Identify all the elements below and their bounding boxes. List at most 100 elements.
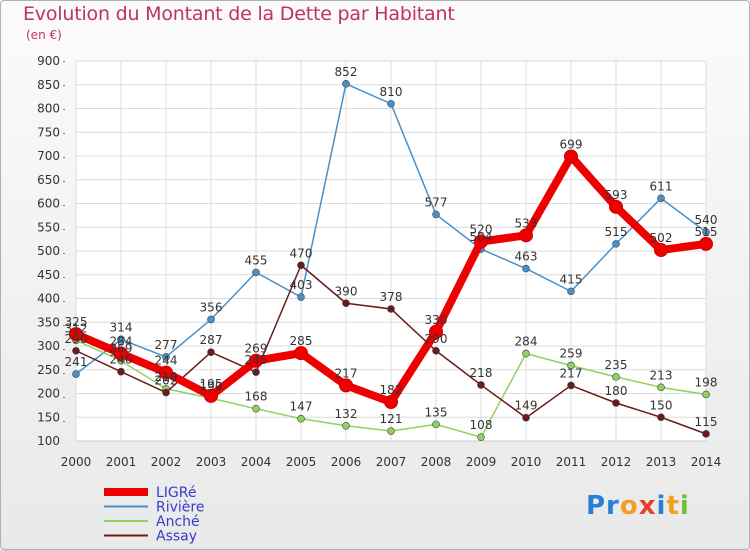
data-point: [297, 293, 305, 301]
data-label: 415: [560, 272, 583, 286]
data-label: 244: [155, 354, 178, 368]
data-label: 520: [470, 223, 493, 237]
data-label: 540: [695, 213, 718, 227]
data-point: [657, 413, 665, 422]
series-0: [69, 149, 713, 410]
data-point: [702, 228, 710, 236]
y-tick-label: 850: [37, 78, 60, 92]
x-tick-label: 2001: [106, 455, 137, 469]
y-tick-label: 250: [37, 363, 60, 377]
data-label: 502: [650, 231, 673, 245]
y-tick-label: 500: [37, 244, 60, 258]
data-point: [339, 378, 353, 393]
data-label: 150: [650, 398, 673, 412]
y-tick-label: 650: [37, 173, 60, 187]
series-1: [72, 80, 710, 378]
data-point: [474, 234, 488, 249]
data-point: [162, 388, 170, 397]
chart-title: Evolution du Montant de la Dette par Hab…: [23, 3, 455, 25]
y-tick-label: 400: [37, 292, 60, 306]
data-point: [519, 228, 533, 243]
data-label: 852: [335, 65, 358, 79]
data-point: [297, 261, 305, 270]
data-point: [72, 370, 80, 378]
data-point: [387, 427, 395, 435]
x-tick-label: 2000: [61, 455, 92, 469]
data-label: 259: [560, 346, 583, 360]
data-point: [207, 348, 215, 356]
data-point: [117, 335, 125, 344]
data-point: [72, 346, 80, 355]
data-point: [297, 414, 305, 423]
y-tick-label: 350: [37, 315, 60, 329]
data-label: 611: [650, 179, 673, 193]
data-point: [387, 305, 395, 313]
y-tick-label: 750: [37, 125, 60, 139]
x-tick-label: 2012: [601, 455, 632, 469]
data-label: 330: [425, 313, 448, 327]
data-label: 198: [695, 375, 718, 389]
data-point: [657, 194, 665, 203]
data-point: [252, 368, 260, 376]
data-label: 147: [290, 400, 313, 414]
data-label: 210: [155, 370, 178, 384]
data-point: [432, 210, 440, 219]
y-tick-label: 900: [37, 54, 60, 68]
data-label: 202: [155, 374, 178, 388]
data-label: 245: [245, 353, 268, 367]
data-label: 190: [200, 379, 223, 393]
x-tick-label: 2003: [196, 455, 227, 469]
data-label: 246: [110, 353, 133, 367]
legend-label: Anché: [156, 514, 200, 530]
data-point: [294, 346, 308, 361]
data-point: [567, 287, 575, 296]
data-label: 290: [425, 332, 448, 346]
brand-logo-part-2: o: [619, 491, 639, 521]
data-point: [117, 367, 125, 376]
data-label: 180: [605, 384, 628, 398]
legend-label: LIGRé: [156, 485, 197, 501]
y-tick-label: 800: [37, 102, 60, 116]
data-point: [612, 240, 620, 248]
data-point: [612, 399, 620, 407]
brand-logo-part-3: x: [638, 491, 657, 521]
y-tick-label: 700: [37, 149, 60, 163]
data-label: 269: [110, 342, 133, 356]
data-point: [204, 388, 218, 403]
data-label: 314: [110, 320, 133, 334]
y-tick-label: 100: [37, 434, 60, 448]
legend-label: Rivière: [156, 500, 204, 516]
brand-logo-part-1: Pr: [586, 491, 620, 521]
data-point: [567, 361, 575, 370]
y-tick-label: 550: [37, 220, 60, 234]
data-label: 135: [425, 405, 448, 419]
data-point: [567, 381, 575, 390]
data-point: [342, 80, 350, 88]
x-tick-label: 2014: [691, 455, 722, 469]
brand-logo-part-6: i: [679, 491, 690, 521]
data-label: 284: [110, 335, 133, 349]
legend-label: Assay: [156, 529, 197, 545]
x-tick-label: 2008: [421, 455, 452, 469]
data-label: 403: [290, 278, 313, 292]
x-tick-label: 2009: [466, 455, 497, 469]
data-label: 115: [695, 415, 718, 429]
data-point: [207, 315, 215, 324]
data-label: 277: [155, 338, 178, 352]
data-label: 577: [425, 195, 448, 209]
data-point: [702, 390, 710, 399]
data-label: 108: [470, 418, 493, 432]
y-tick-label: 300: [37, 339, 60, 353]
data-label: 593: [605, 188, 628, 202]
data-point: [252, 268, 260, 277]
data-point: [162, 353, 170, 361]
data-point: [342, 299, 350, 308]
brand-logo-part-5: t: [666, 491, 680, 521]
data-point: [384, 395, 398, 410]
data-label: 168: [245, 390, 268, 404]
brand-logo-part-4: i: [656, 491, 667, 521]
data-point: [342, 421, 350, 430]
data-point: [564, 149, 578, 164]
data-label: 213: [650, 368, 673, 382]
